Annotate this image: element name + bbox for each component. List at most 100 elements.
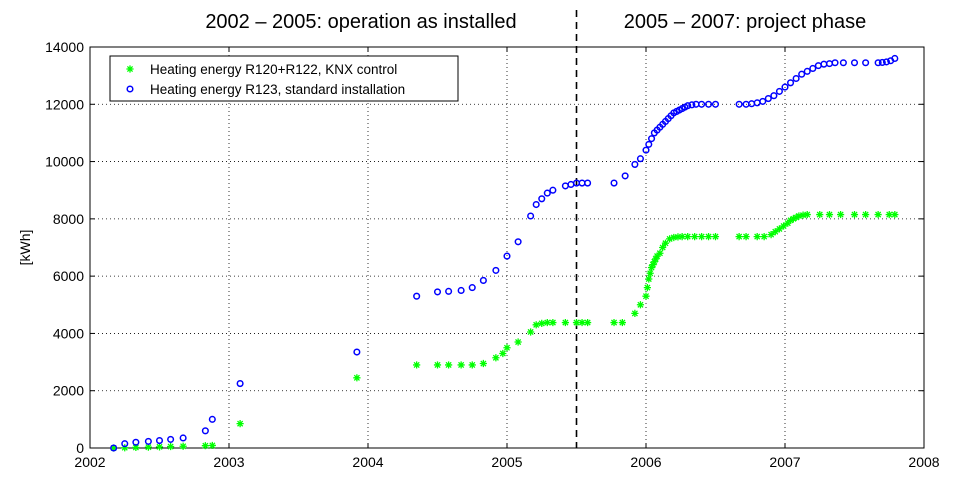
data-point — [532, 200, 540, 209]
data-point — [831, 59, 839, 67]
legend: Heating energy R120+R122, KNX control He… — [109, 55, 459, 102]
data-point — [882, 58, 891, 66]
data-point — [704, 233, 713, 241]
data-point — [499, 349, 507, 358]
data-point — [742, 233, 750, 241]
legend-marker-circle — [126, 85, 134, 93]
data-point — [433, 361, 442, 369]
data-point — [711, 233, 720, 241]
axes: 2002 2003 2004 2005 2006 2007 2008 0 2000 4000 600… — [45, 39, 940, 470]
data-point — [648, 135, 656, 143]
data-point — [891, 54, 899, 63]
data-point — [771, 228, 779, 236]
data-point — [527, 328, 535, 336]
data-point — [549, 186, 557, 194]
data-point — [645, 275, 653, 283]
y-tick-label: 8000 — [53, 211, 84, 227]
data-point — [787, 79, 795, 87]
data-point — [538, 319, 546, 328]
data-point — [236, 420, 244, 428]
data-point — [825, 60, 834, 68]
data-point — [567, 180, 575, 189]
data-point — [179, 442, 187, 450]
data-point — [646, 269, 654, 277]
data-point — [492, 266, 500, 274]
series-knx-control — [110, 210, 899, 452]
data-point — [688, 101, 696, 109]
data-point — [698, 233, 706, 241]
data-point — [666, 235, 674, 243]
data-point — [816, 210, 824, 219]
data-point — [735, 233, 743, 241]
data-point — [862, 59, 870, 67]
data-point — [656, 249, 664, 257]
y-tick-label: 10000 — [45, 154, 84, 170]
data-point — [236, 380, 244, 388]
data-point — [353, 348, 361, 356]
data-point — [643, 284, 651, 292]
data-point — [820, 60, 828, 68]
y-axis-label: [kWh] — [17, 230, 33, 266]
data-point — [413, 292, 421, 300]
y-tick-label: 6000 — [53, 268, 84, 284]
data-point — [538, 195, 546, 203]
data-point — [684, 102, 692, 110]
data-point — [649, 261, 657, 269]
data-point — [653, 252, 661, 260]
y-tick-label: 12000 — [45, 96, 84, 112]
data-point — [413, 361, 421, 369]
data-point — [891, 210, 899, 219]
data-point — [208, 415, 216, 423]
data-point — [121, 444, 129, 452]
data-point — [167, 435, 175, 443]
data-point — [753, 233, 761, 241]
data-point — [705, 100, 713, 108]
phase-label-left: 2002 – 2005: operation as installed — [205, 11, 516, 33]
data-point — [201, 427, 209, 435]
legend-marker-standard — [126, 85, 134, 93]
data-point — [561, 318, 569, 327]
data-point — [670, 233, 678, 242]
data-point — [850, 59, 859, 67]
legend-marker-knx — [126, 65, 134, 73]
x-tick-label: 2002 — [74, 454, 105, 470]
data-point — [110, 444, 118, 452]
data-point — [874, 59, 882, 67]
data-point — [179, 434, 187, 442]
data-point — [584, 179, 592, 187]
data-point — [735, 100, 743, 108]
grid-lines — [90, 47, 924, 448]
y-tick-label: 14000 — [45, 39, 84, 55]
data-point — [770, 92, 778, 100]
data-point — [650, 258, 658, 266]
data-point — [839, 59, 847, 67]
data-point — [874, 210, 882, 219]
data-point — [753, 99, 761, 107]
series-standard-installation — [110, 54, 899, 452]
data-point — [759, 97, 767, 105]
data-point — [208, 441, 216, 450]
data-point — [543, 189, 551, 197]
data-point — [809, 64, 817, 73]
data-point — [825, 210, 834, 219]
data-point — [503, 344, 511, 352]
data-point — [684, 233, 692, 241]
data-point — [645, 140, 653, 148]
data-point — [792, 74, 800, 83]
data-point — [610, 179, 618, 187]
data-point — [764, 95, 772, 103]
data-point — [621, 172, 629, 180]
data-point — [132, 438, 140, 446]
x-tick-label: 2006 — [630, 454, 661, 470]
data-point — [642, 292, 650, 300]
data-point — [514, 338, 522, 346]
data-point — [631, 309, 639, 317]
legend-marker-asterisk — [126, 65, 134, 73]
data-point — [445, 287, 453, 295]
data-point — [661, 239, 670, 247]
data-point — [775, 225, 784, 233]
y-tick-label: 2000 — [53, 383, 84, 399]
data-point — [781, 83, 789, 91]
data-point — [850, 210, 859, 219]
phase-label-right: 2005 – 2007: project phase — [624, 11, 866, 33]
